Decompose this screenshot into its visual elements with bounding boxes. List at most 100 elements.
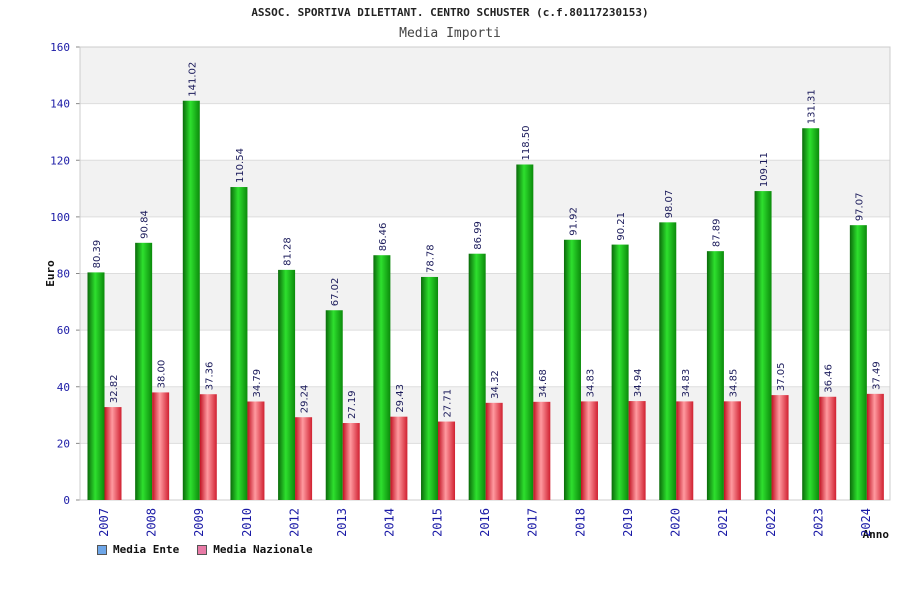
bar-media-nazionale <box>295 417 313 500</box>
grid-band <box>80 103 890 161</box>
bar-media-nazionale <box>247 401 265 500</box>
data-label-media-nazionale: 34.83 <box>585 369 596 398</box>
legend-item-media-nazionale: Media Nazionale <box>197 543 313 556</box>
bar-media-nazionale <box>342 423 360 500</box>
legend-swatch-media-nazionale <box>197 544 208 555</box>
bar-media-ente <box>849 225 867 500</box>
bar-media-ente <box>87 272 105 500</box>
x-tick-label: 2023 <box>812 508 826 537</box>
y-tick-label: 20 <box>57 437 70 450</box>
bar-media-ente <box>516 164 534 500</box>
bar-media-nazionale <box>819 396 837 500</box>
bar-media-nazionale <box>390 416 408 500</box>
bar-media-nazionale <box>485 402 503 500</box>
bar-media-ente <box>421 276 439 500</box>
y-tick-label: 140 <box>50 98 70 111</box>
bar-media-ente <box>278 269 296 500</box>
data-label-media-nazionale: 34.85 <box>728 369 739 398</box>
x-tick-label: 2017 <box>526 508 540 537</box>
bar-media-nazionale <box>628 401 646 500</box>
data-label-media-nazionale: 37.36 <box>204 362 215 391</box>
bar-media-nazionale <box>199 394 217 500</box>
data-label-media-ente: 97.07 <box>854 193 865 222</box>
data-label-media-ente: 141.02 <box>187 62 198 97</box>
bar-media-ente <box>182 100 200 500</box>
y-tick-label: 60 <box>57 324 70 337</box>
chart-subtitle: Media Importi <box>399 26 501 41</box>
data-label-media-ente: 78.78 <box>426 244 437 273</box>
bar-media-ente <box>468 253 486 500</box>
x-tick-label: 2019 <box>621 508 635 537</box>
data-label-media-nazionale: 27.19 <box>347 390 358 419</box>
y-tick-label: 80 <box>57 268 70 281</box>
data-label-media-nazionale: 34.32 <box>490 370 501 399</box>
bar-media-nazionale <box>104 407 122 500</box>
data-label-media-ente: 90.21 <box>616 212 627 241</box>
bar-media-nazionale <box>866 393 884 500</box>
bar-media-ente <box>135 242 153 500</box>
data-label-media-nazionale: 34.79 <box>252 369 263 398</box>
bar-media-ente <box>706 251 724 500</box>
y-tick-label: 40 <box>57 381 70 394</box>
data-label-media-ente: 86.46 <box>378 223 389 252</box>
data-label-media-ente: 91.92 <box>568 207 579 236</box>
legend-label-media-ente: Media Ente <box>113 543 180 556</box>
x-tick-label: 2020 <box>669 508 683 537</box>
data-label-media-ente: 80.39 <box>92 240 103 269</box>
y-axis-label: Euro <box>44 260 57 287</box>
bar-media-ente <box>325 310 343 500</box>
x-tick-label: 2008 <box>144 508 158 537</box>
bar-media-nazionale <box>438 421 456 500</box>
bar-media-ente <box>373 255 391 500</box>
data-label-media-ente: 67.02 <box>330 278 341 307</box>
data-label-media-ente: 118.50 <box>521 125 532 160</box>
bar-media-ente <box>802 128 820 500</box>
bar-media-nazionale <box>676 401 694 500</box>
bar-media-nazionale <box>152 392 170 500</box>
x-tick-label: 2021 <box>716 508 730 537</box>
legend: Media Ente Media Nazionale <box>97 543 313 556</box>
x-tick-label: 2018 <box>573 508 587 537</box>
bar-media-ente <box>230 187 248 500</box>
data-label-media-ente: 90.84 <box>140 210 151 239</box>
x-tick-label: 2022 <box>764 508 778 537</box>
grid-band <box>80 47 890 104</box>
x-tick-label: 2016 <box>478 508 492 537</box>
bar-media-ente <box>611 244 629 500</box>
data-label-media-ente: 131.31 <box>807 89 818 124</box>
data-label-media-nazionale: 38.00 <box>157 360 168 389</box>
bar-media-ente <box>659 222 677 501</box>
x-tick-label: 2014 <box>383 508 397 537</box>
x-tick-label: 2009 <box>192 508 206 537</box>
legend-swatch-media-ente <box>97 544 107 555</box>
data-label-media-nazionale: 32.82 <box>109 374 120 403</box>
y-tick-label: 120 <box>50 154 70 167</box>
data-label-media-nazionale: 27.71 <box>443 389 454 418</box>
data-label-media-nazionale: 34.68 <box>538 369 549 398</box>
data-label-media-ente: 109.11 <box>759 152 770 187</box>
y-tick-label: 160 <box>50 41 70 54</box>
x-tick-label: 2007 <box>97 508 111 537</box>
legend-label-media-nazionale: Media Nazionale <box>213 543 313 556</box>
bar-media-nazionale <box>533 401 551 500</box>
data-label-media-nazionale: 37.05 <box>776 362 787 391</box>
data-label-media-nazionale: 36.46 <box>824 364 835 393</box>
x-tick-label: 2024 <box>859 508 873 537</box>
bar-media-ente <box>754 191 772 500</box>
data-label-media-nazionale: 37.49 <box>871 361 882 390</box>
bar-media-nazionale <box>580 401 598 500</box>
data-label-media-ente: 98.07 <box>664 190 675 219</box>
data-label-media-ente: 86.99 <box>473 221 484 250</box>
bar-media-nazionale <box>771 395 789 500</box>
plot-area: 0 20 40 60 80 100 120 140 160 Euro Anno 80.39 32.82 2… <box>44 41 891 541</box>
chart-title: ASSOC. SPORTIVA DILETTANT. CENTRO SCHUST… <box>251 6 649 19</box>
data-label-media-nazionale: 34.83 <box>681 369 692 398</box>
data-label-media-nazionale: 29.24 <box>300 385 311 414</box>
y-tick-label: 100 <box>50 211 70 224</box>
bar-media-ente <box>563 239 581 500</box>
data-label-media-ente: 110.54 <box>235 148 246 183</box>
x-tick-label: 2013 <box>335 508 349 537</box>
bar-media-nazionale <box>723 401 741 500</box>
y-tick-label: 0 <box>63 494 70 507</box>
